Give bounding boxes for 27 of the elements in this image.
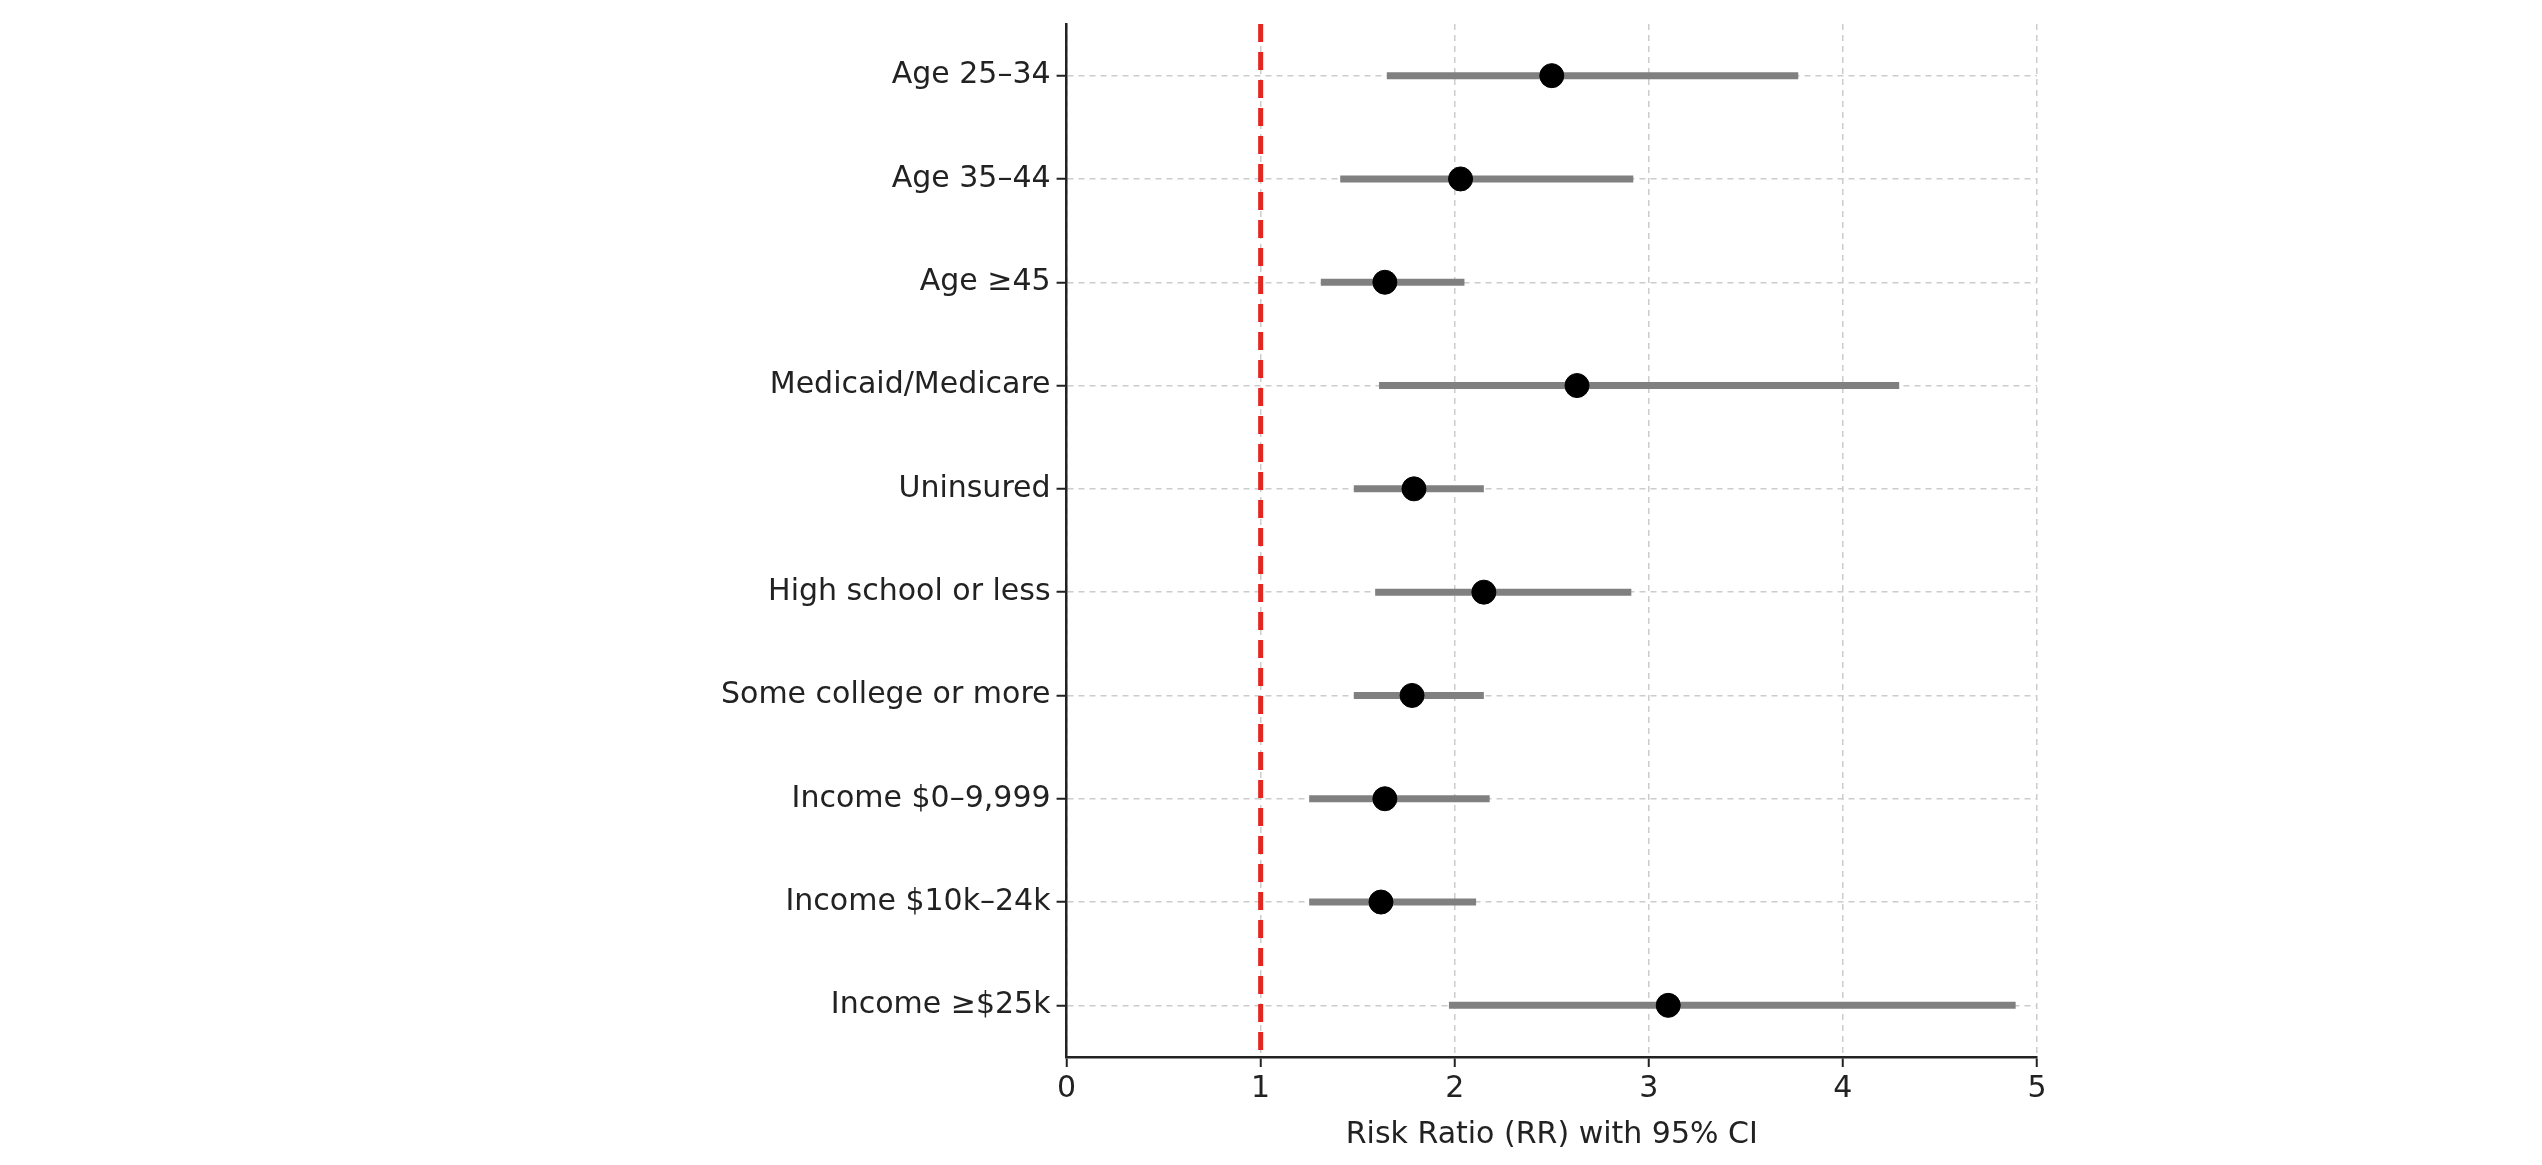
y-tick-label: High school or less: [768, 571, 1051, 607]
y-tick-label: Some college or more: [721, 675, 1051, 711]
x-tick-label: 2: [1445, 1068, 1465, 1104]
point: [1372, 786, 1398, 812]
y-tick-label: Income $0–9,999: [791, 778, 1051, 814]
y-tick-label: Income ≥$25k: [830, 985, 1052, 1021]
y-tick-label: Medicaid/Medicare: [769, 365, 1051, 401]
y-tick-label: Age ≥45: [919, 262, 1051, 298]
x-tick-label: 0: [1057, 1068, 1077, 1104]
point: [1372, 269, 1398, 295]
point: [1655, 992, 1681, 1018]
y-tick-label: Income $10k–24k: [785, 881, 1052, 917]
point: [1471, 579, 1497, 605]
point: [1448, 166, 1474, 192]
y-tick-label: Uninsured: [898, 468, 1051, 504]
point: [1368, 889, 1394, 915]
point: [1399, 682, 1425, 708]
y-tick-label: Age 25–34: [891, 55, 1051, 91]
x-axis-title: Risk Ratio (RR) with 95% CI: [1345, 1114, 1758, 1150]
x-tick-label: 5: [2027, 1068, 2047, 1104]
x-tick-label: 4: [1833, 1068, 1853, 1104]
x-tick-label: 1: [1251, 1068, 1271, 1104]
point: [1401, 476, 1427, 502]
point: [1564, 373, 1590, 399]
x-tick-label: 3: [1639, 1068, 1659, 1104]
point: [1539, 63, 1565, 89]
y-tick-label: Age 35–44: [891, 158, 1051, 194]
